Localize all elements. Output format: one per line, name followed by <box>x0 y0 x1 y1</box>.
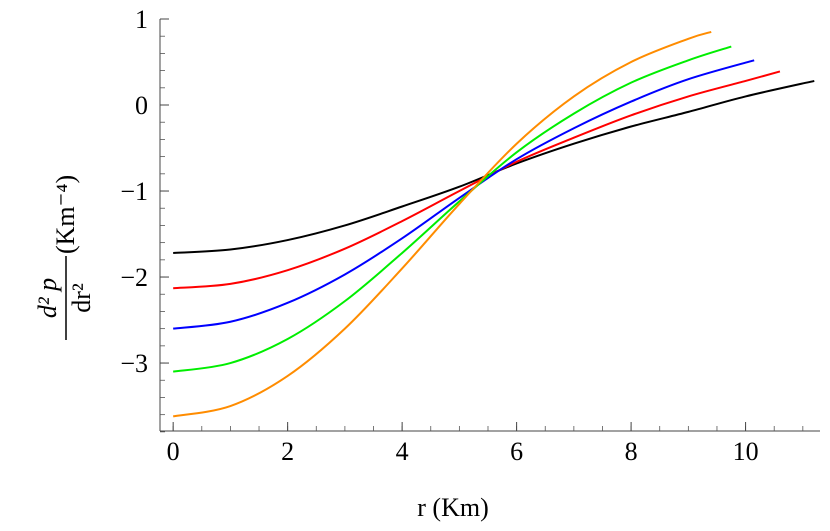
series-line-orange <box>172 30 712 418</box>
series-group <box>172 30 815 418</box>
y-label-unit: (Km⁻⁴) <box>51 175 80 254</box>
y-label-numerator: d² p <box>33 278 62 318</box>
y-tick-label: −2 <box>120 263 148 292</box>
y-label-denominator: dr² <box>67 283 96 313</box>
x-tick-label: 4 <box>396 437 409 466</box>
x-tick-label: 8 <box>625 437 638 466</box>
y-tick-label: 1 <box>135 5 148 34</box>
y-tick-label: −3 <box>120 349 148 378</box>
x-tick-label: 10 <box>733 437 759 466</box>
y-tick-label: 0 <box>135 91 148 120</box>
axes: 10−1−2−30 2 4 6 8 10 <box>120 5 820 466</box>
x-tick-label: 2 <box>281 437 294 466</box>
y-tick-label: −1 <box>120 177 148 206</box>
series-line-green <box>173 45 732 373</box>
x-tick-label: 6 <box>510 437 523 466</box>
series-line-blue <box>173 59 755 330</box>
x-axis-label: r (Km) <box>417 493 488 522</box>
y-axis-label: d² p dr² (Km⁻⁴) <box>33 175 96 340</box>
x-tick-label: 0 <box>167 437 180 466</box>
